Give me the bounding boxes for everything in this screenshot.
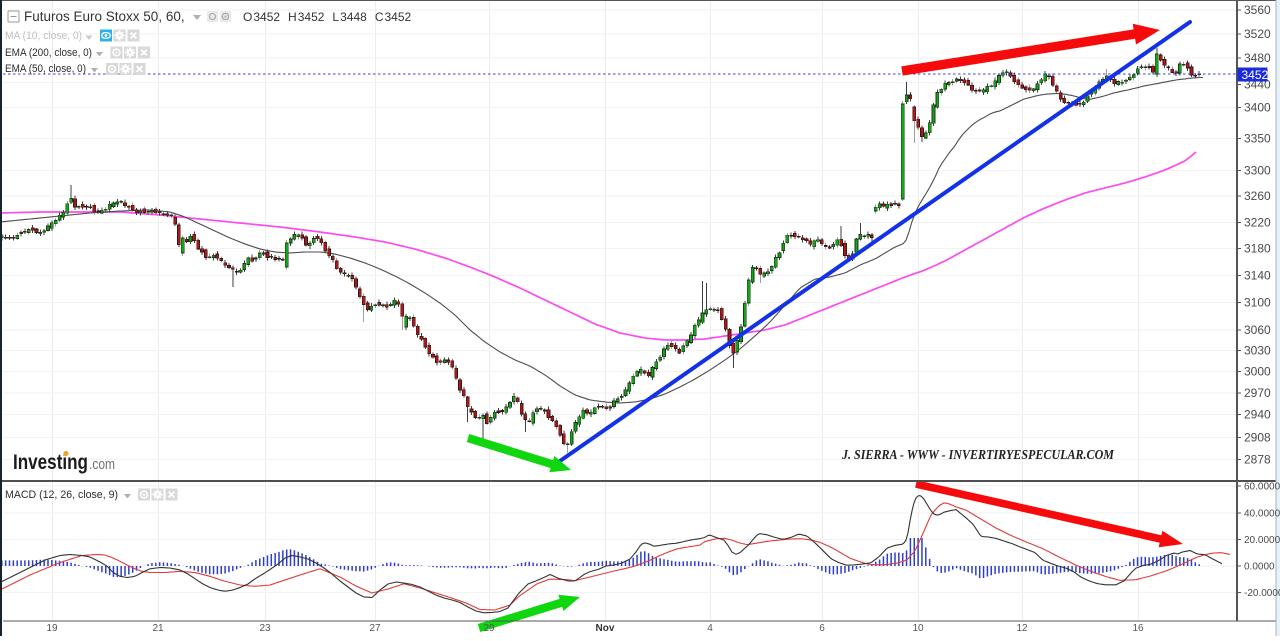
svg-text:3560: 3560 — [1244, 3, 1271, 17]
svg-text:EMA (50, close, 0): EMA (50, close, 0) — [5, 63, 86, 75]
svg-text:MA (10, close, 0): MA (10, close, 0) — [5, 30, 82, 42]
svg-text:3350: 3350 — [1244, 132, 1271, 146]
svg-text:16: 16 — [1132, 623, 1144, 634]
svg-text:2908: 2908 — [1244, 431, 1271, 445]
svg-text:3452: 3452 — [1242, 68, 1269, 82]
svg-text:-20.0000: -20.0000 — [1244, 588, 1280, 599]
svg-text:Futuros Euro Stoxx 50, 60,: Futuros Euro Stoxx 50, 60, — [24, 9, 185, 24]
svg-text:19: 19 — [46, 623, 58, 634]
svg-text:3520: 3520 — [1244, 27, 1271, 41]
svg-text:3180: 3180 — [1244, 242, 1271, 256]
svg-text:EMA (200, close, 0): EMA (200, close, 0) — [5, 47, 92, 59]
svg-text:3060: 3060 — [1244, 323, 1271, 337]
svg-text:Investing: Investing — [13, 451, 88, 474]
svg-text:2940: 2940 — [1244, 407, 1271, 421]
svg-text:Nov: Nov — [596, 623, 615, 634]
svg-text:2878: 2878 — [1244, 452, 1271, 466]
svg-text:3000: 3000 — [1244, 365, 1271, 379]
svg-text:29: 29 — [483, 623, 495, 634]
svg-text:4: 4 — [707, 623, 713, 634]
svg-text:3140: 3140 — [1244, 268, 1271, 282]
svg-text:0.0000: 0.0000 — [1244, 562, 1275, 573]
svg-text:27: 27 — [369, 623, 381, 634]
svg-text:MACD (12, 26, close, 9): MACD (12, 26, close, 9) — [5, 489, 118, 501]
svg-text:20.0000: 20.0000 — [1244, 535, 1280, 546]
svg-text:2970: 2970 — [1244, 386, 1271, 400]
svg-text:40.0000: 40.0000 — [1244, 508, 1280, 519]
svg-text:.com: .com — [89, 456, 115, 473]
svg-text:3480: 3480 — [1244, 51, 1271, 65]
svg-text:3400: 3400 — [1244, 100, 1271, 114]
svg-text:3100: 3100 — [1244, 296, 1271, 310]
svg-text:60.0000: 60.0000 — [1244, 482, 1280, 493]
svg-text:3260: 3260 — [1244, 189, 1271, 203]
svg-text:6: 6 — [819, 623, 825, 634]
svg-text:21: 21 — [152, 623, 164, 634]
svg-text:12: 12 — [1016, 623, 1028, 634]
svg-text:10: 10 — [912, 623, 924, 634]
svg-text:3300: 3300 — [1244, 163, 1271, 177]
svg-text:J. SIERRA - WWW - INVERTIRYESP: J. SIERRA - WWW - INVERTIRYESPECULAR.COM — [841, 447, 1115, 462]
svg-text:3220: 3220 — [1244, 215, 1271, 229]
svg-text:23: 23 — [259, 623, 271, 634]
svg-text:3030: 3030 — [1244, 344, 1271, 358]
